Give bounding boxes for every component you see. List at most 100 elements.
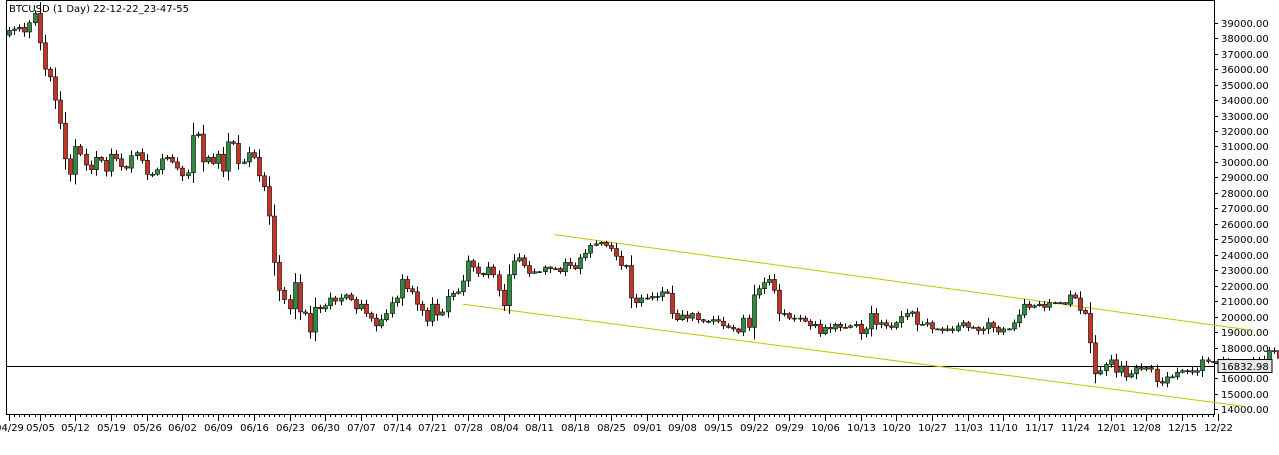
candle-body	[160, 158, 165, 170]
candle-body	[910, 311, 915, 314]
candle	[527, 260, 532, 277]
candle	[915, 307, 920, 332]
candle	[1119, 361, 1124, 377]
candle	[1195, 367, 1200, 376]
candle	[328, 292, 333, 310]
candle	[655, 292, 660, 301]
candle-body	[129, 155, 134, 169]
candle	[48, 66, 53, 82]
candle	[277, 255, 282, 302]
candle	[747, 314, 752, 331]
candle	[787, 312, 792, 321]
candle-body	[787, 313, 792, 319]
candle-body	[568, 262, 573, 266]
candle	[1058, 301, 1063, 304]
candle-body	[1058, 302, 1063, 304]
candle	[660, 287, 665, 301]
candle-body	[813, 324, 818, 327]
candle	[726, 323, 731, 329]
candle	[604, 240, 609, 248]
candle	[823, 324, 828, 336]
candle	[491, 264, 496, 278]
candle	[1180, 368, 1185, 374]
candle	[298, 274, 303, 321]
candle-body	[966, 322, 971, 328]
candle-body	[706, 320, 711, 323]
candle	[522, 254, 527, 268]
candle	[920, 321, 925, 326]
candle	[384, 309, 389, 322]
candle-body	[711, 319, 716, 322]
candle	[1032, 304, 1037, 309]
candle	[313, 297, 318, 342]
candle	[1083, 308, 1088, 315]
x-tick-label: 09/08	[668, 423, 697, 434]
y-tick-label: 32000.00	[1221, 127, 1269, 138]
candle-body	[828, 327, 833, 330]
candle-body	[170, 156, 175, 163]
candle-body	[639, 297, 644, 303]
candle	[1185, 369, 1190, 375]
candle-body	[701, 319, 706, 322]
candle-body	[818, 324, 823, 334]
candle-body	[961, 322, 966, 327]
candle	[777, 283, 782, 322]
candle-body	[1063, 302, 1068, 305]
candle-body	[716, 319, 721, 322]
candle-body	[7, 30, 12, 36]
candle-body	[502, 289, 507, 307]
candle	[1277, 350, 1279, 359]
candle	[94, 150, 99, 176]
candle-body	[1022, 303, 1027, 316]
candle	[507, 264, 512, 314]
candle	[27, 20, 32, 39]
candle-body	[180, 167, 185, 177]
candle-body	[848, 325, 853, 328]
candle	[609, 242, 614, 252]
candle-body	[609, 245, 614, 249]
candle	[629, 255, 634, 309]
candle-body	[629, 265, 634, 299]
candle	[53, 67, 58, 109]
chart-title: BTCUSD (1 Day) 22-12-22_23-47-55	[9, 4, 189, 15]
x-tick-label: 10/06	[811, 423, 840, 434]
candle-body	[935, 328, 940, 331]
candle	[701, 318, 706, 324]
candle-body	[1032, 305, 1037, 308]
candle	[894, 321, 899, 330]
candle-body	[1007, 328, 1012, 331]
x-tick-label: 09/29	[775, 423, 804, 434]
channel-upper-line	[554, 234, 1254, 331]
candle	[884, 319, 889, 329]
y-axis: 14000.0015000.0016000.0017000.0018000.00…	[1214, 19, 1269, 416]
candle	[7, 26, 12, 38]
candle	[155, 167, 160, 176]
candle-body	[537, 271, 542, 274]
candle-body	[945, 328, 950, 331]
candle-body	[1109, 359, 1114, 365]
candle	[1063, 302, 1068, 305]
x-tick-label: 04/29	[0, 423, 24, 434]
candle-body	[354, 299, 359, 310]
x-tick-label: 07/07	[347, 423, 376, 434]
candle-body	[680, 314, 685, 320]
candle-body	[956, 325, 961, 331]
x-tick-label: 08/25	[597, 423, 626, 434]
candle	[568, 257, 573, 270]
candle-body	[731, 327, 736, 330]
x-tick-label: 12/15	[1168, 423, 1197, 434]
candle-body	[471, 260, 476, 268]
candle-body	[588, 245, 593, 254]
candle	[476, 262, 481, 278]
x-tick-label: 06/02	[168, 423, 197, 434]
candle-body	[262, 175, 267, 187]
candle	[813, 321, 818, 329]
candle	[961, 320, 966, 329]
candle-body	[175, 161, 180, 169]
candle-body	[201, 133, 206, 163]
candle	[1114, 353, 1119, 378]
candle-body	[221, 153, 226, 172]
candle	[129, 150, 134, 173]
x-tick-label: 05/19	[97, 423, 126, 434]
